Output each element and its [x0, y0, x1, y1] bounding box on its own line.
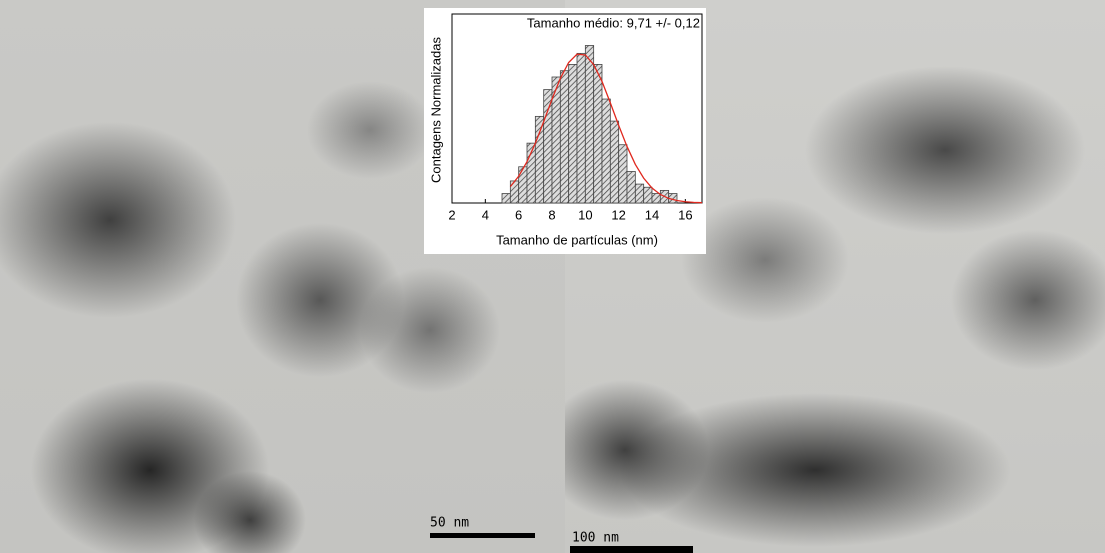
bar: [627, 172, 635, 204]
bar: [560, 71, 568, 203]
bar: [610, 121, 618, 203]
x-tick-label: 10: [578, 207, 592, 222]
x-tick-label: 12: [611, 207, 625, 222]
chart-title: Tamanho médio: 9,71 +/- 0,12: [527, 15, 700, 30]
bar: [569, 64, 577, 203]
x-tick-label: 14: [645, 207, 659, 222]
bar: [619, 145, 627, 203]
bar: [585, 46, 593, 204]
bar: [535, 116, 543, 203]
scale-bar: [430, 533, 535, 538]
figure: Tamanho médio: 9,71 +/- 0,12 Tamanho de …: [0, 0, 1105, 553]
x-tick-label: 6: [515, 207, 522, 222]
bar: [544, 90, 552, 203]
scale-label: 100 nm: [572, 531, 619, 546]
x-axis-label: Tamanho de partículas (nm): [496, 232, 658, 247]
scale-bar: [570, 546, 693, 553]
bar: [502, 194, 510, 203]
x-tick-label: 2: [448, 207, 455, 222]
x-tick-label: 16: [678, 207, 692, 222]
bar: [602, 99, 610, 203]
bar: [519, 167, 527, 203]
x-tick-label: 8: [548, 207, 555, 222]
x-tick-label: 4: [482, 207, 489, 222]
scale-label: 50 nm: [430, 516, 469, 531]
bar: [577, 53, 585, 203]
chart: Tamanho médio: 9,71 +/- 0,12 Tamanho de …: [0, 0, 1105, 553]
bar: [635, 184, 643, 203]
y-axis-label: Contagens Normalizadas: [428, 37, 443, 183]
bar: [652, 194, 660, 203]
bar: [594, 64, 602, 203]
bar: [644, 187, 652, 203]
